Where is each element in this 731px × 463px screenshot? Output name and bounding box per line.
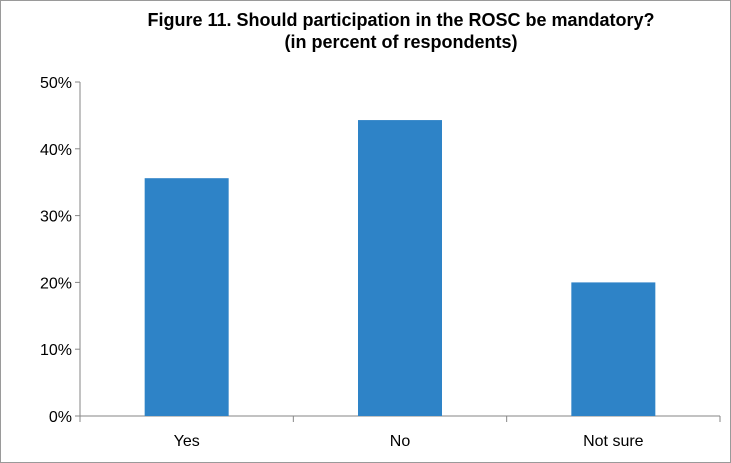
- x-tick-label: Not sure: [583, 433, 644, 450]
- y-tick-label: 40%: [40, 142, 72, 159]
- bar-no: [358, 120, 442, 417]
- chart-subtitle: (in percent of respondents): [284, 32, 518, 52]
- y-tick-label: 20%: [40, 275, 72, 292]
- y-tick-label: 0%: [49, 409, 72, 426]
- bar-yes: [144, 178, 229, 416]
- x-tick-label: No: [390, 433, 411, 450]
- y-tick-label: 30%: [40, 209, 72, 226]
- chart-title: Figure 11. Should participation in the R…: [147, 10, 655, 30]
- chart-title-block: Figure 11. Should participation in the R…: [61, 9, 731, 53]
- y-tick-label: 50%: [40, 75, 72, 92]
- bar-not-sure: [571, 282, 656, 416]
- x-tick-label: Yes: [174, 433, 200, 450]
- y-tick-label: 10%: [40, 342, 72, 359]
